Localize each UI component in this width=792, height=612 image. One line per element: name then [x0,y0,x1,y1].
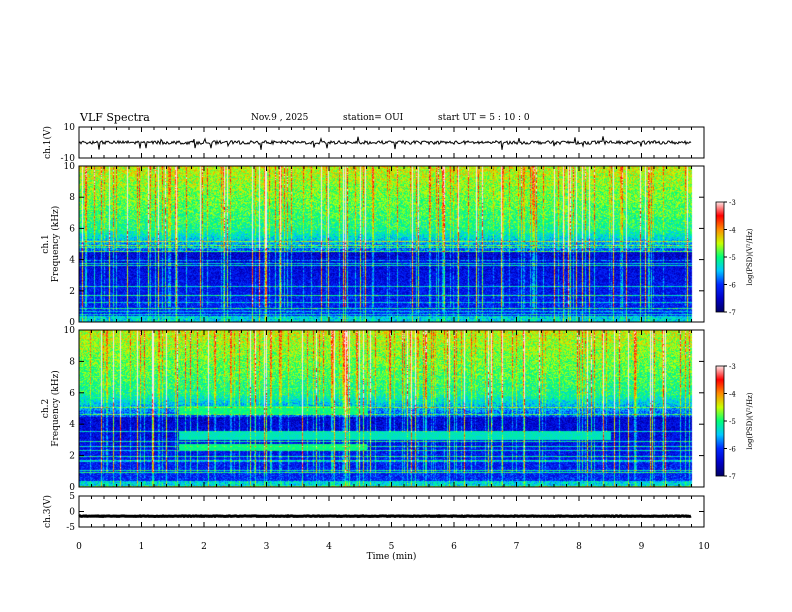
colorbar-tick-label: -4 [729,227,736,235]
x-tick-label: 7 [514,542,520,552]
ch1-spectrogram-ylabel-line1: ch.1 [41,234,51,253]
y-tick-label: 4 [69,256,75,266]
date-label: Nov.9 , 2025 [251,113,309,123]
y-tick-label: 6 [69,389,75,399]
x-tick-label: 10 [698,542,710,552]
x-tick-label: 8 [576,542,582,552]
y-tick-label: 6 [69,224,75,234]
y-tick-label: 0 [69,318,75,328]
y-tick-label: 0 [69,483,75,493]
ch2-spectrogram-colorbar-label: log(PSD)(V²/Hz) [746,392,754,449]
ch1-spectrogram-colorbar [715,201,725,313]
x-tick-label: 4 [326,542,332,552]
y-tick-label: 5 [69,492,75,502]
colorbar-tick-label: -3 [729,363,736,371]
y-tick-label: 4 [69,420,75,430]
x-tick-label: 9 [639,542,645,552]
colorbar-tick-label: -5 [729,418,736,426]
y-tick-label: 8 [69,357,75,367]
y-tick-label: 2 [69,287,75,297]
y-tick-label: 10 [64,162,76,172]
colorbar-tick-label: -7 [729,309,736,317]
ch3-waveform-trace [78,514,692,519]
ch1-spectrogram-ylabel-line2: Frequency (kHz) [50,206,61,283]
ch2-spectrogram-ylabel-line1: ch.2 [41,399,51,418]
y-tick-label: 10 [64,123,76,133]
y-tick-label: 8 [69,193,75,203]
ch2-spectrogram-colorbar [715,365,725,477]
y-tick-label: 0 [69,508,75,518]
ch1-waveform-trace [78,136,692,150]
colorbar-tick-label: -3 [729,199,736,207]
colorbar-tick-label: -7 [729,473,736,481]
ch1-spectrogram-colorbar-label: log(PSD)(V²/Hz) [746,228,754,285]
start-time-label: start UT = 5 : 10 : 0 [438,113,530,123]
x-tick-label: 1 [139,542,145,552]
colorbar-tick-label: -4 [729,391,736,399]
x-tick-label: 0 [76,542,82,552]
colorbar-tick-label: -5 [729,254,736,262]
y-tick-label: -5 [66,523,75,533]
x-tick-label: 2 [201,542,207,552]
spectrogram-layer [79,166,704,487]
y-tick-label: -10 [61,154,76,164]
axes-layer [78,126,705,528]
ch1-waveform-ylabel: ch.1(V) [42,126,53,159]
y-tick-label: 10 [64,326,76,336]
colorbar-tick-label: -6 [729,446,736,454]
x-axis-label: Time (min) [367,551,417,562]
ch2-spectrogram-ylabel-line2: Frequency (kHz) [50,370,61,447]
figure-title: VLF Spectra [80,111,150,124]
x-tick-label: 5 [389,542,395,552]
waveform-layer [78,136,692,519]
colorbar-tick-label: -6 [729,282,736,290]
y-tick-label: 2 [69,452,75,462]
ch1-spectrogram-image [79,166,704,322]
colorbar-layer: -3 -4 -5 -6 -7 log(PSD)(V²/Hz) -3 -4 -5 -6 -7 log(P… [715,199,754,481]
ch2-spectrogram-image [79,330,704,487]
x-tick-label: 6 [451,542,457,552]
x-tick-label: 3 [264,542,270,552]
station-label: station= OUI [343,113,404,123]
ch3-waveform-ylabel: ch.3(V) [42,495,53,528]
